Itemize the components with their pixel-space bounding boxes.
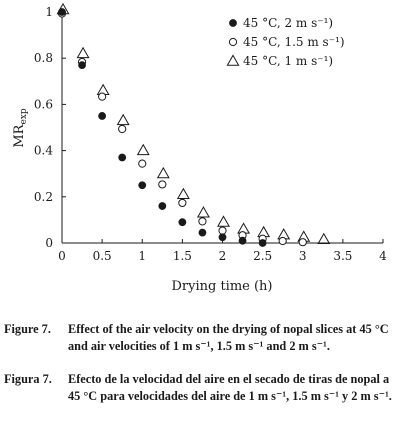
caption-english-label: Figure 7. [4, 322, 51, 336]
y-tick-label: 0.2 [34, 190, 53, 204]
data-marks [56, 2, 331, 247]
data-point [78, 61, 86, 70]
data-point [198, 228, 207, 237]
caption-english-text: Effect of the air velocity on the drying… [68, 322, 389, 353]
legend-label: 45 °C, 2 m s⁻¹) [243, 16, 333, 30]
y-tick-label: 0.4 [34, 144, 53, 158]
y-axis-label: MRexp [12, 108, 29, 148]
data-point [98, 112, 107, 120]
x-tick-label: 3.5 [333, 249, 352, 263]
data-point [278, 236, 287, 246]
caption-spanish: Figura 7. Efecto de la velocidad del aire… [4, 371, 396, 404]
legend-marker [226, 54, 240, 66]
data-point [178, 198, 187, 208]
y-tick-label: 0.8 [34, 51, 53, 65]
data-point [317, 232, 331, 245]
x-axis-label: Drying time (h) [171, 279, 272, 294]
caption-spanish-label: Figura 7. [4, 372, 52, 386]
x-tick-label: 3 [299, 249, 307, 263]
data-point [217, 215, 230, 227]
x-tick-label: 1.5 [173, 249, 192, 263]
data-point [138, 181, 147, 190]
x-tick-label: 4 [379, 249, 387, 263]
data-point [218, 233, 227, 242]
data-point [176, 187, 190, 199]
data-point [136, 143, 150, 156]
data-point [156, 166, 170, 179]
data-point [218, 226, 227, 235]
legend-label: 45 °C, 1.5 m s⁻¹) [243, 35, 345, 49]
y-tick-label: 0.6 [34, 97, 53, 111]
caption-spanish-text: Efecto de la velocidad del aire en el se… [68, 372, 392, 403]
legend-label: 45 °C, 1 m s⁻¹) [243, 54, 333, 68]
data-point [76, 46, 90, 59]
data-point [298, 238, 307, 247]
data-point [198, 217, 207, 226]
y-tick-label: 0 [45, 236, 53, 250]
data-point [116, 113, 130, 126]
x-tick-label: 2 [219, 249, 227, 263]
data-point [178, 218, 187, 227]
legend-entry: 45 °C, 1.5 m s⁻¹) [228, 35, 345, 49]
data-point [98, 92, 107, 101]
data-point [158, 180, 167, 189]
legend-entry: 45 °C, 1 m s⁻¹) [226, 54, 333, 68]
data-point [196, 206, 210, 218]
legend-entry: 45 °C, 2 m s⁻¹) [229, 16, 333, 30]
legend-marker [229, 19, 237, 27]
data-point [258, 239, 267, 247]
legend: 45 °C, 2 m s⁻¹) 45 °C, 1.5 m s⁻¹) 45 °C, 1… [226, 16, 345, 68]
chart: 0 0.5 1 1.5 2 2.5 3 3.5 4 0 0.2 0.4 0.6 0.8 1 45 °C, 2… [12, 2, 387, 294]
legend-marker [228, 37, 238, 47]
data-point [158, 202, 167, 210]
caption-english: Figure 7. Effect of the air velocity on t… [4, 321, 396, 354]
y-tick-label: 1 [45, 5, 53, 19]
x-tick-label: 0.5 [93, 249, 112, 263]
data-point [58, 8, 66, 16]
x-tick-label: 0 [58, 249, 66, 263]
axes: 0 0.5 1 1.5 2 2.5 3 3.5 4 0 0.2 0.4 0.6 0.8 1 [34, 5, 387, 263]
data-point [118, 124, 127, 134]
x-tick-label: 1 [138, 249, 146, 263]
data-point [238, 236, 247, 245]
series-1 [58, 8, 267, 247]
x-tick-label: 2.5 [253, 249, 272, 263]
data-point [118, 153, 127, 162]
data-point [138, 159, 147, 168]
